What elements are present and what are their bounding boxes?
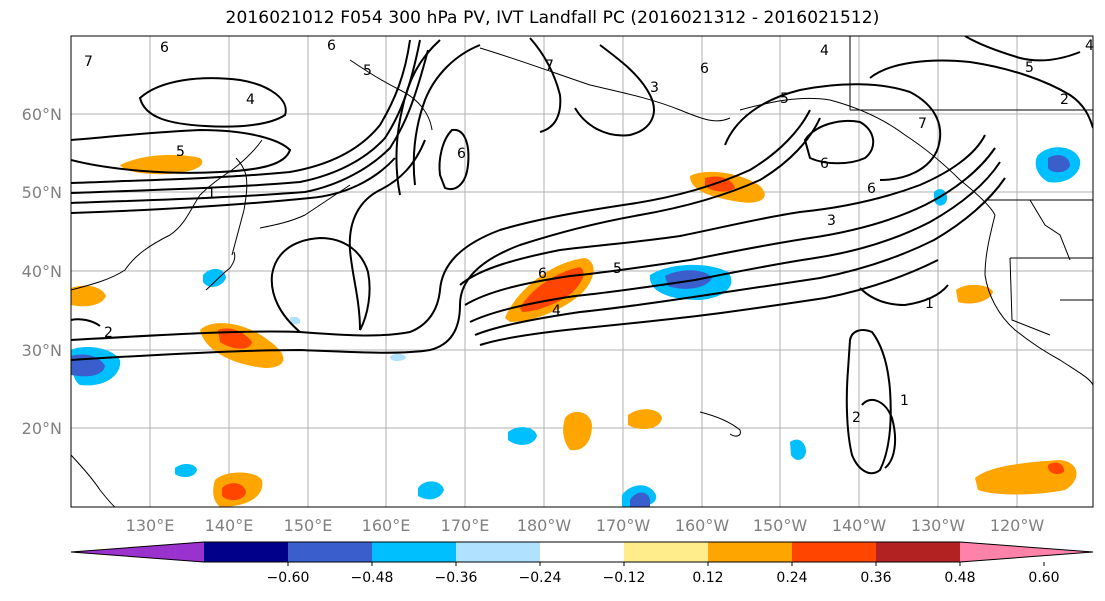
contour-labels: 6 6 7 5 4 7 6 5 4 3 2 5 1 6 5 4 7 6 6 3 …: [84, 38, 1094, 426]
contour-label: 1: [207, 186, 216, 202]
colorbar-tick-label: −0.12: [603, 570, 646, 586]
lon-label: 170°W: [596, 516, 651, 535]
positive-anomaly-blob: [218, 328, 252, 349]
contour-label: 3: [827, 213, 836, 229]
colorbar-segment: [288, 542, 373, 562]
colorbar: −0.60 −0.48 −0.36 −0.24 −0.12 0.12 0.24 0.36 0.4…: [70, 541, 1094, 586]
colorbar-tick-label: −0.48: [351, 570, 394, 586]
lat-label: 30°N: [22, 341, 62, 360]
ivt-anomaly-shading: [71, 147, 1081, 507]
colorbar-segment: [204, 542, 289, 562]
contour-label: 6: [820, 156, 829, 172]
contour-label: 5: [613, 261, 622, 277]
lon-label: 130°W: [911, 516, 966, 535]
positive-anomaly-blob: [956, 284, 993, 304]
positive-anomaly-blob: [222, 483, 246, 501]
negative-anomaly-blob: [790, 439, 806, 460]
contour-label: 1: [900, 393, 909, 409]
contour-label: 7: [545, 58, 554, 74]
lon-label: 130°E: [126, 516, 175, 535]
contour-label: 6: [700, 61, 709, 77]
lon-label: 160°E: [362, 516, 411, 535]
colorbar-segment: [792, 542, 877, 562]
contour-label: 1: [925, 296, 934, 312]
contour-label: 5: [363, 63, 372, 79]
lon-label: 170°E: [441, 516, 490, 535]
contour-label: 2: [104, 325, 113, 341]
longitude-labels: 130°E 140°E 150°E 160°E 170°E 180°W 170°…: [126, 516, 1045, 535]
colorbar-segment: [540, 542, 625, 562]
latitude-labels: 60°N 50°N 40°N 30°N 20°N: [22, 105, 62, 438]
colorbar-segment: [372, 542, 457, 562]
contour-label: 4: [1085, 38, 1094, 54]
colorbar-segment: [960, 542, 1093, 562]
contour-label: 4: [552, 303, 561, 319]
contour-label: 4: [246, 92, 255, 108]
negative-anomaly-blob: [390, 353, 406, 361]
contour-label: 6: [867, 181, 876, 197]
contour-label: 5: [176, 144, 185, 160]
lon-label: 150°W: [753, 516, 808, 535]
lon-label: 140°E: [205, 516, 254, 535]
lat-label: 60°N: [22, 105, 62, 124]
colorbar-segment: [456, 542, 541, 562]
contour-label: 5: [1025, 60, 1034, 76]
contour-label: 6: [538, 266, 547, 282]
colorbar-tick-label: 0.36: [860, 570, 891, 586]
lon-label: 150°E: [284, 516, 333, 535]
colorbar-segment: [624, 542, 709, 562]
colorbar-segment: [876, 542, 961, 562]
contour-label: 2: [1060, 92, 1069, 108]
plot-frame: [70, 35, 1094, 508]
negative-anomaly-blob: [1048, 155, 1070, 173]
lon-label: 180°W: [517, 516, 572, 535]
positive-anomaly-blob: [120, 154, 203, 175]
colorbar-tick-label: −0.24: [519, 570, 562, 586]
lon-label: 140°W: [832, 516, 887, 535]
pv-contours: [71, 36, 1093, 475]
lon-label: 160°W: [675, 516, 730, 535]
contour-label: 4: [820, 43, 829, 59]
colorbar-tick-label: 0.12: [692, 570, 723, 586]
colorbar-tick-label: 0.24: [776, 570, 807, 586]
positive-anomaly-blob: [71, 285, 106, 307]
colorbar-tick-label: 0.48: [944, 570, 975, 586]
lon-label: 120°W: [990, 516, 1045, 535]
contour-label: 7: [918, 116, 927, 132]
colorbar-tick-label: −0.60: [267, 570, 310, 586]
colorbar-outline: [70, 541, 1094, 563]
contour-label: 2: [852, 410, 861, 426]
map-title: 2016021012 F054 300 hPa PV, IVT Landfall…: [225, 8, 880, 28]
colorbar-segment: [708, 542, 793, 562]
positive-anomaly-blob: [628, 409, 662, 430]
lat-label: 50°N: [22, 183, 62, 202]
negative-anomaly-blob: [630, 492, 650, 507]
negative-anomaly-blob: [665, 270, 712, 289]
positive-anomaly-blob: [563, 411, 592, 451]
negative-anomaly-blob: [508, 427, 537, 445]
colorbar-tick-label: −0.36: [435, 570, 478, 586]
contour-label: 6: [327, 38, 336, 54]
contour-label: 6: [457, 146, 466, 162]
negative-anomaly-blob: [418, 481, 444, 500]
lat-label: 40°N: [22, 262, 62, 281]
contour-label: 5: [780, 91, 789, 107]
political-borders: [849, 36, 1093, 336]
contour-label: 6: [160, 40, 169, 56]
negative-anomaly-blob: [203, 268, 226, 287]
positive-anomaly-blob: [1048, 462, 1065, 475]
colorbar-tick-label: 0.60: [1028, 570, 1059, 586]
colorbar-segment: [71, 542, 204, 562]
contour-label: 7: [84, 54, 93, 70]
negative-anomaly-blob: [175, 464, 197, 478]
positive-anomaly-blob: [520, 267, 584, 312]
negative-anomaly-blob: [290, 316, 301, 325]
contour-label: 3: [650, 80, 659, 96]
lat-label: 20°N: [22, 419, 62, 438]
